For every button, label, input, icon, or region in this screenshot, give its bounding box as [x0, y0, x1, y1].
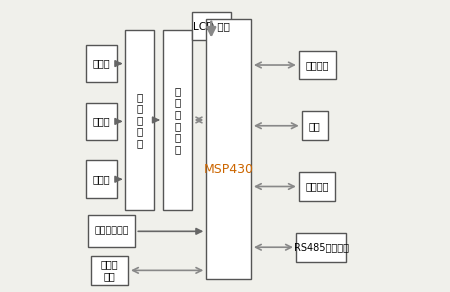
- Bar: [86, 102, 117, 140]
- Text: 数据存储: 数据存储: [305, 182, 328, 192]
- Bar: [192, 11, 231, 40]
- Text: 多
路
转
换
器: 多 路 转 换 器: [136, 92, 143, 148]
- Bar: [299, 51, 336, 79]
- Text: 看门狗
电路: 看门狗 电路: [100, 260, 118, 281]
- Text: 时钟电路: 时钟电路: [306, 60, 329, 70]
- Bar: [90, 256, 128, 285]
- Bar: [86, 161, 117, 198]
- Text: 传感器: 传感器: [93, 117, 110, 126]
- Bar: [88, 215, 135, 247]
- Text: 传感器: 传感器: [93, 174, 110, 184]
- Bar: [163, 30, 192, 210]
- Bar: [125, 30, 154, 210]
- Text: 放
大
滤
波
电
路: 放 大 滤 波 电 路: [174, 86, 180, 154]
- Text: RS485通信电路: RS485通信电路: [294, 242, 349, 252]
- Text: LCD 显示: LCD 显示: [193, 21, 230, 31]
- Bar: [86, 45, 117, 82]
- Text: 电源管理输入: 电源管理输入: [94, 227, 129, 236]
- Bar: [206, 19, 251, 279]
- Bar: [299, 172, 335, 201]
- Bar: [296, 233, 346, 262]
- Text: 传感器: 传感器: [93, 59, 110, 69]
- Bar: [302, 111, 328, 140]
- Text: 键盘: 键盘: [309, 121, 320, 131]
- Text: MSP430: MSP430: [203, 163, 254, 176]
